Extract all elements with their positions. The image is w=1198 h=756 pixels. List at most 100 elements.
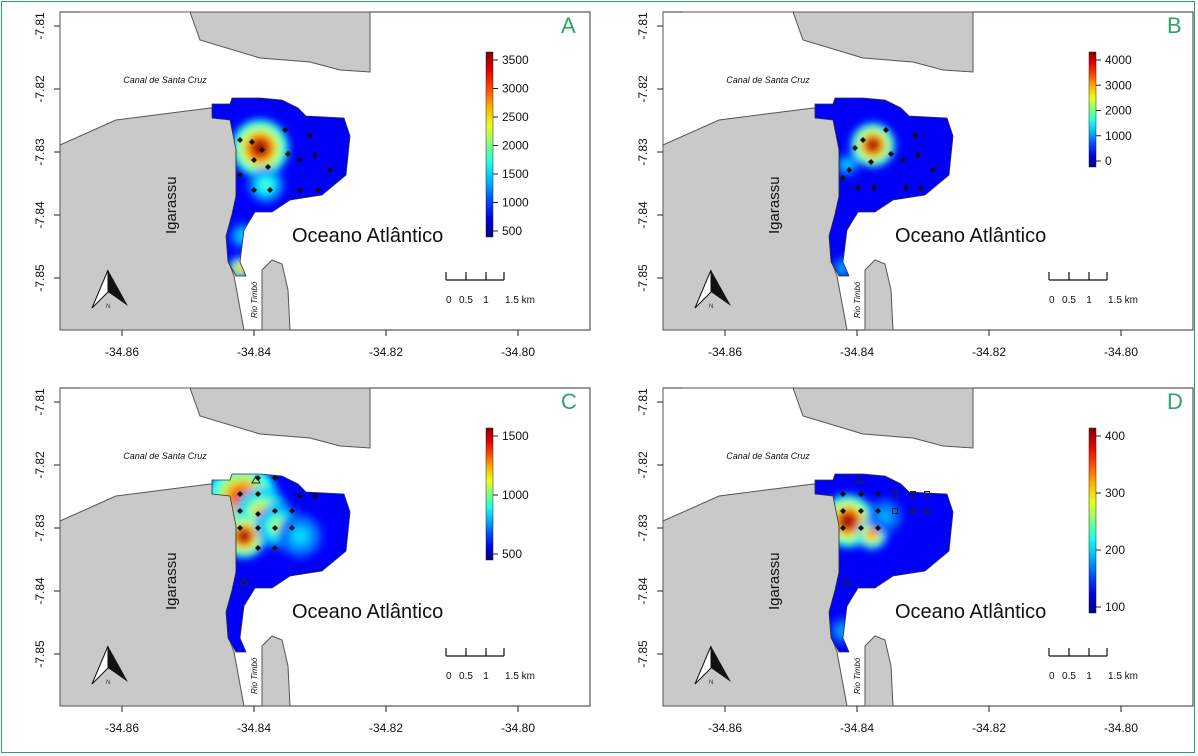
scale-bar-label: 0.5 (459, 671, 473, 682)
north-arrow-icon: N (91, 269, 128, 310)
canal-label: Canal de Santa Cruz (726, 75, 810, 85)
y-tick-label: -7.83 (636, 138, 650, 166)
north-arrow-icon: N (694, 269, 731, 310)
sample-point (918, 185, 924, 191)
panel-letter: C (561, 389, 577, 414)
water-outline (211, 473, 351, 653)
river-label: Rio Timbó (250, 281, 259, 318)
y-tick-label: -7.84 (636, 201, 650, 229)
y-tick-label: -7.83 (636, 514, 650, 542)
scale-bar-label: 1 (1086, 671, 1092, 682)
scale-bar-label: 1.5 km (1108, 295, 1138, 306)
sample-point (840, 491, 846, 497)
hotspot-layer (238, 530, 250, 542)
y-tick-label: -7.83 (33, 138, 47, 166)
ocean-label: Oceano Atlântico (292, 601, 443, 623)
sample-point (875, 491, 881, 497)
sample-point (840, 525, 846, 531)
sample-point-triangle (842, 576, 852, 586)
x-tick-label: -34.82 (972, 345, 1006, 359)
land-north (683, 387, 974, 449)
canal-label-bg (703, 72, 833, 86)
sample-point (312, 152, 318, 158)
land-east (261, 259, 291, 331)
sample-point (297, 493, 303, 499)
sample-point (251, 157, 257, 163)
y-tick-label: -7.84 (33, 577, 47, 605)
sample-point (868, 159, 874, 165)
y-tick-label: -7.84 (33, 201, 47, 229)
sample-point (912, 132, 918, 138)
town-label: Igarassu (766, 176, 783, 234)
land-north (683, 11, 974, 73)
panel-letter: D (1167, 389, 1183, 414)
x-tick-label: -34.84 (840, 721, 874, 735)
sample-point (251, 187, 257, 193)
sample-point (924, 491, 930, 497)
sample-point (892, 508, 898, 514)
scale-bar-label: 0.5 (1062, 295, 1076, 306)
sample-point (840, 508, 846, 514)
sample-point (297, 157, 303, 163)
sample-point (285, 151, 291, 157)
canal-label: Canal de Santa Cruz (726, 451, 810, 461)
sample-point (910, 508, 916, 514)
x-tick-label: -34.86 (105, 721, 139, 735)
colorbar (485, 51, 494, 238)
scale-bar-label: 1.5 km (505, 671, 535, 682)
scale-bar-label: 0 (1049, 671, 1055, 682)
sample-point (272, 475, 278, 481)
x-tick-label: -34.80 (1104, 721, 1138, 735)
sample-point (237, 508, 243, 514)
scale-bar-label: 1.5 km (505, 295, 535, 306)
scale-bar: 0 0.5 1 1.5 km (1048, 648, 1138, 682)
colorbar-label: 100 (1105, 600, 1125, 614)
sample-point (272, 545, 278, 551)
scale-bar-label: 0.5 (459, 295, 473, 306)
north-label: N (709, 680, 713, 686)
sample-point (259, 147, 265, 153)
canal-label-bg (100, 72, 230, 86)
colorbar-label: 4000 (1105, 53, 1132, 67)
sample-point (255, 511, 261, 517)
town-label: Igarassu (163, 176, 180, 234)
sample-point-triangle (854, 474, 864, 484)
sample-point (255, 545, 261, 551)
y-tick-label: -7.83 (33, 514, 47, 542)
sample-point (237, 491, 243, 497)
sample-point (282, 127, 288, 133)
colorbar-label: 200 (1105, 543, 1125, 557)
sample-point (237, 525, 243, 531)
field-base (815, 98, 953, 276)
sample-point (272, 525, 278, 531)
hotspot-layer (867, 139, 879, 151)
y-tick-label: -7.81 (33, 388, 47, 416)
sample-point (924, 508, 930, 514)
y-tick-label: -7.81 (33, 12, 47, 40)
x-tick-label: -34.86 (105, 345, 139, 359)
sample-point (915, 152, 921, 158)
x-tick-label: -34.82 (369, 345, 403, 359)
colorbar-label: 1000 (502, 488, 529, 502)
x-tick-label: -34.84 (840, 345, 874, 359)
interpolated-field (212, 98, 350, 276)
scale-bar-label: 0.5 (1062, 671, 1076, 682)
y-tick-label: -7.81 (636, 12, 650, 40)
sample-point (875, 525, 881, 531)
map-panel-b: Canal de Santa Cruz Rio Timbó Igarassu Ocea… (636, 11, 1194, 359)
x-tick-label: -34.84 (237, 721, 271, 735)
sample-point (249, 139, 255, 145)
interpolated-field (212, 474, 350, 652)
north-label: N (106, 680, 110, 686)
scale-bar-label: 1 (1086, 295, 1092, 306)
sample-point (903, 185, 909, 191)
map-panel-a: Canal de Santa Cruz Rio Timbó Igarassu Ocea… (33, 11, 591, 359)
y-tick-label: -7.82 (33, 75, 47, 103)
scale-bar-label: 1.5 km (1108, 671, 1138, 682)
colorbar (1088, 51, 1097, 168)
colorbar-label: 3500 (502, 53, 529, 67)
map-panel-d: Canal de Santa Cruz Rio Timbó Igarassu Ocea… (636, 387, 1194, 735)
sample-point (860, 137, 866, 143)
x-tick-label: -34.82 (972, 721, 1006, 735)
